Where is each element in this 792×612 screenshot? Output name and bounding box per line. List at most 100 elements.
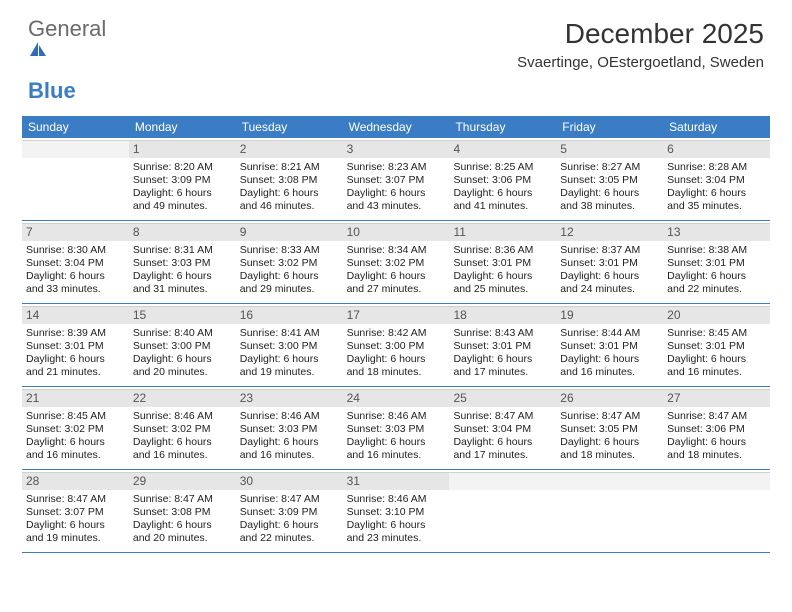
daylight-text: and 16 minutes.: [667, 366, 766, 379]
daylight-text: and 35 minutes.: [667, 200, 766, 213]
sunrise-text: Sunrise: 8:47 AM: [667, 410, 766, 423]
sunrise-text: Sunrise: 8:36 AM: [453, 244, 552, 257]
day-header-row: Sunday Monday Tuesday Wednesday Thursday…: [22, 116, 770, 138]
date-number: 26: [556, 389, 663, 407]
sunrise-text: Sunrise: 8:42 AM: [347, 327, 446, 340]
daylight-text: and 29 minutes.: [240, 283, 339, 296]
calendar-cell: 31Sunrise: 8:46 AMSunset: 3:10 PMDayligh…: [343, 470, 450, 552]
day-header: Friday: [556, 116, 663, 138]
logo-text: General Blue: [28, 18, 106, 102]
day-header: Wednesday: [343, 116, 450, 138]
daylight-text: and 19 minutes.: [26, 532, 125, 545]
day-header: Thursday: [449, 116, 556, 138]
calendar-cell: 13Sunrise: 8:38 AMSunset: 3:01 PMDayligh…: [663, 221, 770, 303]
sunset-text: Sunset: 3:05 PM: [560, 423, 659, 436]
sunset-text: Sunset: 3:01 PM: [560, 340, 659, 353]
date-number: [449, 472, 556, 490]
calendar-cell: 24Sunrise: 8:46 AMSunset: 3:03 PMDayligh…: [343, 387, 450, 469]
day-header: Monday: [129, 116, 236, 138]
sunrise-text: Sunrise: 8:43 AM: [453, 327, 552, 340]
daylight-text: and 25 minutes.: [453, 283, 552, 296]
date-number: 24: [343, 389, 450, 407]
calendar-cell: 26Sunrise: 8:47 AMSunset: 3:05 PMDayligh…: [556, 387, 663, 469]
sunset-text: Sunset: 3:01 PM: [560, 257, 659, 270]
date-number: 11: [449, 223, 556, 241]
sunrise-text: Sunrise: 8:30 AM: [26, 244, 125, 257]
week-row: 14Sunrise: 8:39 AMSunset: 3:01 PMDayligh…: [22, 304, 770, 387]
daylight-text: and 17 minutes.: [453, 449, 552, 462]
sunset-text: Sunset: 3:01 PM: [667, 340, 766, 353]
logo-sail-icon: [28, 40, 106, 58]
sunrise-text: Sunrise: 8:46 AM: [347, 410, 446, 423]
sunset-text: Sunset: 3:10 PM: [347, 506, 446, 519]
daylight-text: Daylight: 6 hours: [133, 270, 232, 283]
date-number: 29: [129, 472, 236, 490]
sunset-text: Sunset: 3:04 PM: [453, 423, 552, 436]
calendar-cell: [22, 138, 129, 220]
daylight-text: and 24 minutes.: [560, 283, 659, 296]
daylight-text: Daylight: 6 hours: [347, 353, 446, 366]
calendar-cell: 20Sunrise: 8:45 AMSunset: 3:01 PMDayligh…: [663, 304, 770, 386]
week-row: 7Sunrise: 8:30 AMSunset: 3:04 PMDaylight…: [22, 221, 770, 304]
calendar-cell: 8 Sunrise: 8:31 AMSunset: 3:03 PMDaylight…: [129, 221, 236, 303]
location-text: Svaertinge, OEstergoetland, Sweden: [517, 54, 764, 71]
calendar-cell: 30Sunrise: 8:47 AMSunset: 3:09 PMDayligh…: [236, 470, 343, 552]
sunset-text: Sunset: 3:01 PM: [453, 257, 552, 270]
calendar-cell: 27 Sunrise: 8:47 AMSunset: 3:06 PMDayligh…: [663, 387, 770, 469]
daylight-text: Daylight: 6 hours: [560, 436, 659, 449]
daylight-text: Daylight: 6 hours: [453, 436, 552, 449]
sunset-text: Sunset: 3:09 PM: [240, 506, 339, 519]
calendar-cell: [556, 470, 663, 552]
sunset-text: Sunset: 3:03 PM: [133, 257, 232, 270]
daylight-text: and 22 minutes.: [240, 532, 339, 545]
day-header: Tuesday: [236, 116, 343, 138]
calendar-cell: 4Sunrise: 8:25 AMSunset: 3:06 PMDaylight…: [449, 138, 556, 220]
daylight-text: Daylight: 6 hours: [347, 519, 446, 532]
date-number: 8: [129, 223, 236, 241]
sunrise-text: Sunrise: 8:31 AM: [133, 244, 232, 257]
calendar-cell: 19Sunrise: 8:44 AMSunset: 3:01 PMDayligh…: [556, 304, 663, 386]
sunset-text: Sunset: 3:04 PM: [26, 257, 125, 270]
sunset-text: Sunset: 3:08 PM: [240, 174, 339, 187]
sunrise-text: Sunrise: 8:25 AM: [453, 161, 552, 174]
sunset-text: Sunset: 3:08 PM: [133, 506, 232, 519]
daylight-text: Daylight: 6 hours: [667, 436, 766, 449]
date-number: 7: [22, 223, 129, 241]
daylight-text: Daylight: 6 hours: [667, 353, 766, 366]
date-number: 10: [343, 223, 450, 241]
daylight-text: and 27 minutes.: [347, 283, 446, 296]
calendar-cell: 9Sunrise: 8:33 AMSunset: 3:02 PMDaylight…: [236, 221, 343, 303]
calendar: Sunday Monday Tuesday Wednesday Thursday…: [22, 116, 770, 553]
sunset-text: Sunset: 3:01 PM: [453, 340, 552, 353]
sunset-text: Sunset: 3:02 PM: [347, 257, 446, 270]
date-number: 14: [22, 306, 129, 324]
sunrise-text: Sunrise: 8:47 AM: [133, 493, 232, 506]
calendar-cell: 14Sunrise: 8:39 AMSunset: 3:01 PMDayligh…: [22, 304, 129, 386]
date-number: 9: [236, 223, 343, 241]
sunrise-text: Sunrise: 8:47 AM: [26, 493, 125, 506]
sunrise-text: Sunrise: 8:47 AM: [453, 410, 552, 423]
sunrise-text: Sunrise: 8:46 AM: [347, 493, 446, 506]
daylight-text: Daylight: 6 hours: [667, 187, 766, 200]
sunset-text: Sunset: 3:06 PM: [667, 423, 766, 436]
daylight-text: and 41 minutes.: [453, 200, 552, 213]
calendar-cell: 22Sunrise: 8:46 AMSunset: 3:02 PMDayligh…: [129, 387, 236, 469]
weeks-container: 1Sunrise: 8:20 AMSunset: 3:09 PMDaylight…: [22, 138, 770, 553]
date-number: 21: [22, 389, 129, 407]
daylight-text: Daylight: 6 hours: [453, 270, 552, 283]
daylight-text: and 31 minutes.: [133, 283, 232, 296]
calendar-cell: 16Sunrise: 8:41 AMSunset: 3:00 PMDayligh…: [236, 304, 343, 386]
daylight-text: Daylight: 6 hours: [667, 270, 766, 283]
daylight-text: and 16 minutes.: [26, 449, 125, 462]
calendar-cell: [449, 470, 556, 552]
logo: General Blue: [28, 18, 106, 102]
date-number: 12: [556, 223, 663, 241]
date-number: [663, 472, 770, 490]
daylight-text: Daylight: 6 hours: [26, 270, 125, 283]
week-row: 28Sunrise: 8:47 AMSunset: 3:07 PMDayligh…: [22, 470, 770, 553]
daylight-text: and 18 minutes.: [667, 449, 766, 462]
sunrise-text: Sunrise: 8:44 AM: [560, 327, 659, 340]
daylight-text: and 49 minutes.: [133, 200, 232, 213]
date-number: 27: [663, 389, 770, 407]
daylight-text: Daylight: 6 hours: [240, 519, 339, 532]
